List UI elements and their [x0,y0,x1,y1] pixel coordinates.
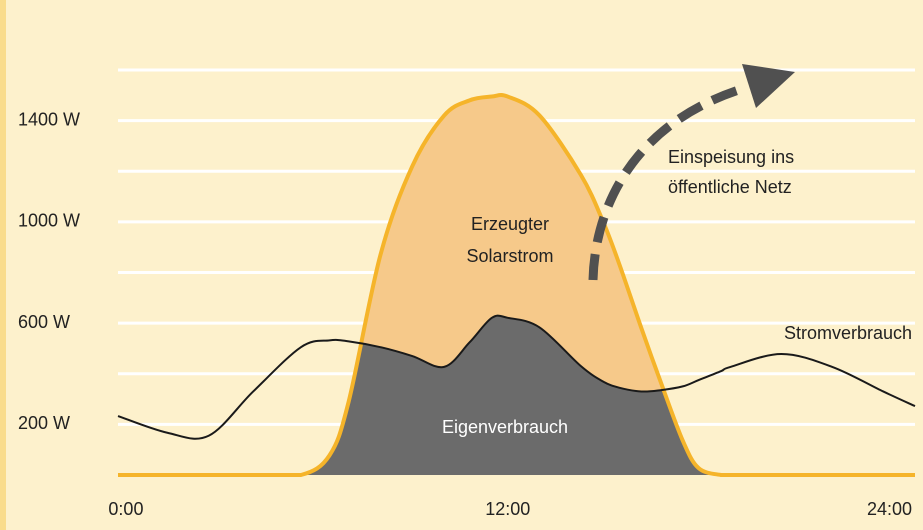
solar-area [118,94,915,476]
x-tick-label: 0:00 [108,499,143,519]
annotation: Solarstrom [466,246,553,266]
annotation: öffentliche Netz [668,177,792,197]
left-border [0,0,6,530]
arrow-shaft [588,83,747,281]
series-label: Stromverbrauch [784,323,912,343]
y-tick-label: 600 W [18,312,70,332]
y-tick-label: 1400 W [18,109,80,129]
consumption-line [117,314,916,440]
x-tick-label: 24:00 [867,499,912,519]
y-tick-label: 1000 W [18,211,80,231]
labels: 200 W 600 W 1000 W 1400 W 0:00 12:00 24:00 Stro… [18,109,912,518]
solar-line [117,92,915,478]
annotation: Eigenverbrauch [442,417,568,437]
feed-in-arrow [588,64,795,281]
annotation: Einspeisung ins [668,147,794,167]
y-tick-label: 200 W [18,413,70,433]
arrow-head [742,64,795,108]
annotation: Erzeugter [471,214,549,234]
x-tick-label: 12:00 [485,499,530,519]
